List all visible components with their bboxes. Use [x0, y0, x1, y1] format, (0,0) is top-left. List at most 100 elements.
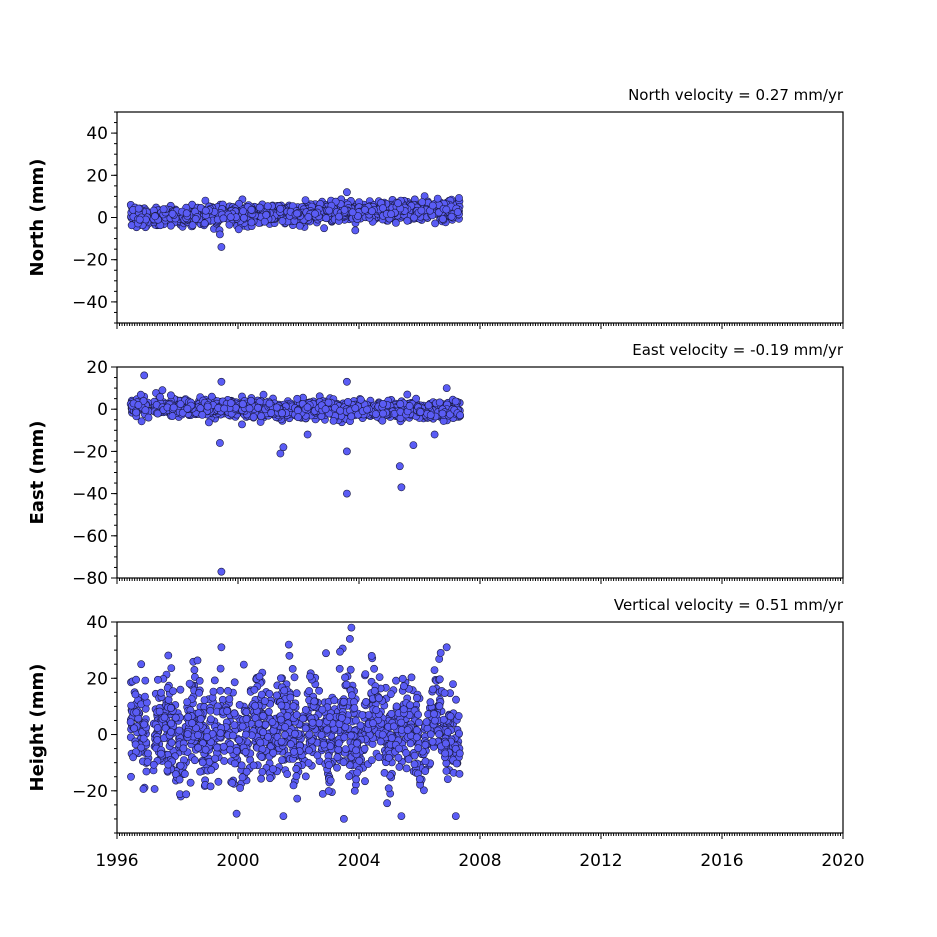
data-point	[374, 753, 383, 762]
data-point	[266, 774, 274, 783]
data-point	[395, 744, 403, 753]
data-point	[412, 726, 421, 735]
data-point	[378, 204, 387, 213]
data-point	[196, 767, 204, 776]
data-point	[310, 697, 319, 706]
data-point	[452, 695, 460, 704]
data-point	[142, 767, 151, 776]
data-point	[257, 412, 266, 421]
data-point	[442, 767, 451, 775]
data-point	[430, 716, 439, 725]
data-point	[358, 711, 367, 719]
data-point	[139, 396, 148, 405]
data-point	[421, 767, 430, 775]
y-tick-label: 20	[86, 358, 108, 378]
outlier-point	[217, 643, 226, 652]
data-point	[166, 391, 175, 400]
y-tick-label: −40	[72, 293, 108, 313]
data-point	[206, 706, 215, 715]
outlier-point	[303, 430, 312, 439]
data-point	[407, 673, 416, 682]
data-point	[355, 756, 364, 765]
data-point	[405, 402, 414, 410]
data-point	[352, 746, 360, 755]
data-point	[150, 785, 159, 793]
data-point	[412, 694, 421, 702]
data-point	[315, 686, 323, 695]
data-point	[185, 679, 194, 688]
data-point	[415, 775, 424, 784]
data-point	[204, 418, 213, 427]
data-point	[389, 722, 398, 731]
data-point	[378, 730, 387, 739]
data-point	[263, 202, 272, 211]
data-point	[301, 772, 310, 781]
data-point	[184, 713, 193, 721]
data-point	[334, 739, 343, 748]
data-point	[353, 768, 362, 777]
data-point	[321, 405, 330, 414]
data-point	[435, 398, 444, 407]
data-point	[200, 696, 209, 704]
data-point	[272, 691, 281, 700]
data-point	[406, 701, 414, 710]
data-point	[278, 409, 286, 418]
data-point	[232, 747, 241, 755]
data-point	[238, 420, 246, 429]
data-point	[387, 734, 396, 742]
data-point	[256, 738, 265, 747]
data-point	[292, 711, 301, 719]
data-point	[311, 209, 319, 218]
data-point	[267, 409, 276, 417]
data-point	[137, 417, 146, 426]
data-point	[220, 757, 229, 765]
data-point	[318, 705, 327, 714]
data-point	[340, 205, 349, 214]
data-point	[155, 707, 164, 716]
data-point	[132, 708, 141, 717]
outlier-point	[158, 386, 167, 395]
data-point	[167, 719, 176, 728]
data-point	[241, 748, 250, 756]
data-point	[443, 775, 452, 783]
data-point	[242, 767, 251, 776]
data-point	[278, 217, 287, 225]
data-point	[433, 194, 442, 203]
data-point	[422, 718, 431, 726]
data-point	[379, 409, 387, 418]
data-point	[238, 773, 247, 782]
data-point	[228, 731, 237, 740]
data-point	[290, 729, 299, 738]
outlier-point	[285, 651, 294, 660]
data-point	[455, 749, 464, 758]
data-point	[403, 390, 412, 399]
data-point	[335, 212, 343, 221]
data-point	[226, 213, 235, 221]
data-point	[260, 697, 269, 705]
data-point	[190, 756, 199, 765]
data-point	[183, 698, 191, 706]
data-point	[394, 753, 403, 762]
data-point	[216, 686, 225, 695]
data-point	[339, 697, 348, 706]
data-point	[301, 724, 310, 733]
data-point	[257, 752, 266, 761]
data-point	[134, 401, 143, 409]
data-point	[347, 691, 356, 700]
data-point	[278, 756, 286, 764]
y-tick-label: 40	[86, 613, 108, 633]
data-point	[230, 678, 239, 687]
data-point	[141, 406, 150, 415]
outlier-point	[215, 439, 224, 447]
data-point	[238, 722, 247, 731]
data-point	[456, 411, 464, 420]
data-point	[213, 743, 221, 752]
data-point	[283, 770, 292, 778]
data-point	[167, 664, 176, 672]
data-point	[127, 772, 135, 781]
data-point	[228, 779, 237, 787]
data-point	[306, 672, 314, 681]
data-point	[446, 712, 455, 721]
data-point	[259, 712, 267, 720]
data-point	[414, 718, 423, 727]
